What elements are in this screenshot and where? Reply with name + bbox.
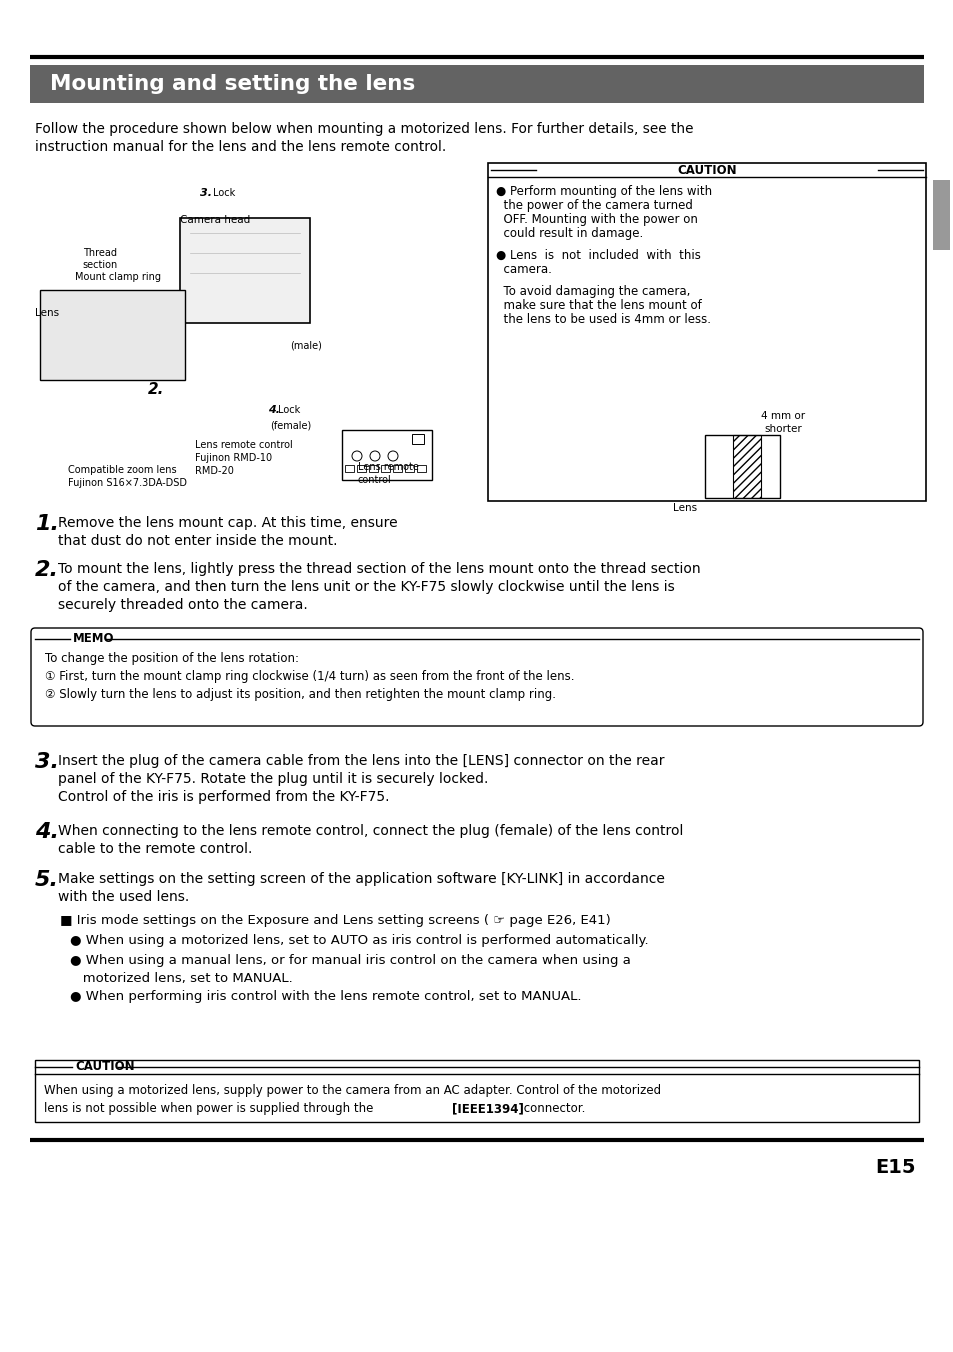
Text: securely threaded onto the camera.: securely threaded onto the camera. (58, 598, 308, 612)
Text: To change the position of the lens rotation:: To change the position of the lens rotat… (45, 652, 298, 665)
Text: Mount clamp ring: Mount clamp ring (75, 272, 161, 283)
Text: Lens: Lens (672, 503, 697, 512)
Text: MEMO: MEMO (73, 633, 114, 645)
Text: Insert the plug of the camera cable from the lens into the [LENS] connector on t: Insert the plug of the camera cable from… (58, 754, 664, 768)
Text: that dust do not enter inside the mount.: that dust do not enter inside the mount. (58, 534, 337, 548)
Text: camera.: camera. (496, 264, 551, 276)
Text: motorized lens, set to MANUAL.: motorized lens, set to MANUAL. (70, 972, 293, 986)
Bar (35, 1060, 918, 1122)
Text: CAUTION: CAUTION (677, 164, 736, 177)
Text: ■ Iris mode settings on the Exposure and Lens setting screens ( ☞ page E26, E41): ■ Iris mode settings on the Exposure and… (60, 914, 610, 927)
Text: [IEEE1394]: [IEEE1394] (452, 1102, 523, 1115)
Text: Control of the iris is performed from the KY-F75.: Control of the iris is performed from th… (58, 790, 389, 804)
Text: E15: E15 (875, 1159, 915, 1178)
Bar (341, 430, 432, 480)
Bar (393, 465, 401, 472)
Bar (405, 465, 414, 472)
Bar (416, 465, 426, 472)
Bar (412, 434, 423, 443)
Text: To avoid damaging the camera,: To avoid damaging the camera, (496, 285, 690, 297)
Text: Mounting and setting the lens: Mounting and setting the lens (50, 74, 415, 95)
Text: When using a motorized lens, supply power to the camera from an AC adapter. Cont: When using a motorized lens, supply powe… (44, 1084, 660, 1096)
Text: Lens remote control
Fujinon RMD-10
RMD-20: Lens remote control Fujinon RMD-10 RMD-2… (194, 439, 293, 476)
Text: with the used lens.: with the used lens. (58, 890, 189, 904)
Text: Camera head: Camera head (180, 215, 250, 224)
Bar (40, 289, 185, 380)
Text: Compatible zoom lens
Fujinon S16×7.3DA-DSD: Compatible zoom lens Fujinon S16×7.3DA-D… (68, 465, 187, 488)
Text: panel of the KY-F75. Rotate the plug until it is securely locked.: panel of the KY-F75. Rotate the plug unt… (58, 772, 488, 786)
Text: (female): (female) (270, 420, 311, 430)
Bar (369, 465, 377, 472)
Text: make sure that the lens mount of: make sure that the lens mount of (496, 299, 701, 312)
Text: Lens: Lens (35, 308, 59, 318)
FancyBboxPatch shape (30, 627, 923, 726)
Text: ● When performing iris control with the lens remote control, set to MANUAL.: ● When performing iris control with the … (70, 990, 581, 1003)
Bar (704, 435, 780, 498)
Text: 4 mm or
shorter: 4 mm or shorter (760, 411, 804, 434)
Text: cable to the remote control.: cable to the remote control. (58, 842, 253, 856)
Text: ② Slowly turn the lens to adjust its position, and then retighten the mount clam: ② Slowly turn the lens to adjust its pos… (45, 688, 556, 700)
Text: lens is not possible when power is supplied through the: lens is not possible when power is suppl… (44, 1102, 376, 1115)
Text: 3.: 3. (35, 752, 59, 772)
Circle shape (370, 452, 379, 461)
Text: connector.: connector. (519, 1102, 585, 1115)
Bar (932, 180, 949, 250)
Text: 4.: 4. (35, 822, 59, 842)
Text: ① First, turn the mount clamp ring clockwise (1/4 turn) as seen from the front o: ① First, turn the mount clamp ring clock… (45, 671, 574, 683)
Text: the power of the camera turned: the power of the camera turned (496, 199, 692, 212)
Bar (345, 465, 354, 472)
Text: To mount the lens, lightly press the thread section of the lens mount onto the t: To mount the lens, lightly press the thr… (58, 562, 700, 576)
Text: (male): (male) (290, 339, 321, 350)
Text: ● When using a motorized lens, set to AUTO as iris control is performed automati: ● When using a motorized lens, set to AU… (70, 934, 648, 946)
Text: OFF. Mounting with the power on: OFF. Mounting with the power on (496, 214, 698, 226)
Text: of the camera, and then turn the lens unit or the KY-F75 slowly clockwise until : of the camera, and then turn the lens un… (58, 580, 674, 594)
Text: Lock: Lock (213, 188, 235, 197)
Text: Lens remote
control: Lens remote control (357, 462, 418, 485)
Bar (30, 65, 923, 103)
Text: Lock: Lock (277, 406, 300, 415)
Text: ● Perform mounting of the lens with: ● Perform mounting of the lens with (496, 185, 711, 197)
Circle shape (352, 452, 361, 461)
Bar (380, 465, 390, 472)
Text: Make settings on the setting screen of the application software [KY-LINK] in acc: Make settings on the setting screen of t… (58, 872, 664, 886)
Text: could result in damage.: could result in damage. (496, 227, 642, 241)
Bar (180, 218, 310, 323)
Text: 3.: 3. (200, 188, 212, 197)
Text: ● When using a manual lens, or for manual iris control on the camera when using : ● When using a manual lens, or for manua… (70, 955, 630, 967)
Text: the lens to be used is 4mm or less.: the lens to be used is 4mm or less. (496, 314, 710, 326)
Text: ● Lens  is  not  included  with  this: ● Lens is not included with this (496, 249, 700, 262)
Text: 5.: 5. (35, 869, 59, 890)
Text: CAUTION: CAUTION (75, 1060, 134, 1073)
Text: instruction manual for the lens and the lens remote control.: instruction manual for the lens and the … (35, 141, 446, 154)
Text: Remove the lens mount cap. At this time, ensure: Remove the lens mount cap. At this time,… (58, 516, 397, 530)
Circle shape (388, 452, 397, 461)
Text: When connecting to the lens remote control, connect the plug (female) of the len: When connecting to the lens remote contr… (58, 823, 682, 838)
Text: Follow the procedure shown below when mounting a motorized lens. For further det: Follow the procedure shown below when mo… (35, 122, 693, 137)
Bar (732, 435, 760, 498)
Bar (356, 465, 366, 472)
Text: 1.: 1. (35, 514, 59, 534)
Text: 4.: 4. (268, 406, 280, 415)
Bar (488, 164, 925, 502)
Text: 2.: 2. (35, 560, 59, 580)
Text: Thread
section: Thread section (82, 247, 117, 270)
Text: 2.: 2. (148, 383, 164, 397)
